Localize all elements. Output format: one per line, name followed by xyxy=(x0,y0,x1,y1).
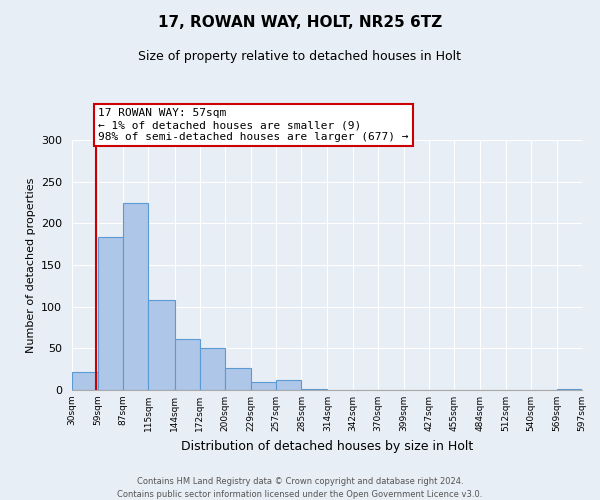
Bar xyxy=(200,348,225,390)
Bar xyxy=(301,389,328,390)
Bar xyxy=(557,389,582,390)
Bar xyxy=(148,300,175,390)
Text: Contains public sector information licensed under the Open Government Licence v3: Contains public sector information licen… xyxy=(118,490,482,499)
Text: Size of property relative to detached houses in Holt: Size of property relative to detached ho… xyxy=(139,50,461,63)
Text: 17 ROWAN WAY: 57sqm
← 1% of detached houses are smaller (9)
98% of semi-detached: 17 ROWAN WAY: 57sqm ← 1% of detached hou… xyxy=(98,108,409,142)
Bar xyxy=(251,382,276,390)
Bar xyxy=(123,204,148,390)
Y-axis label: Number of detached properties: Number of detached properties xyxy=(26,178,35,352)
Text: Contains HM Land Registry data © Crown copyright and database right 2024.: Contains HM Land Registry data © Crown c… xyxy=(137,478,463,486)
Bar xyxy=(72,372,98,390)
Text: 17, ROWAN WAY, HOLT, NR25 6TZ: 17, ROWAN WAY, HOLT, NR25 6TZ xyxy=(158,15,442,30)
X-axis label: Distribution of detached houses by size in Holt: Distribution of detached houses by size … xyxy=(181,440,473,452)
Bar xyxy=(98,236,123,390)
Bar xyxy=(276,380,301,390)
Bar xyxy=(225,368,251,390)
Bar xyxy=(175,339,200,390)
